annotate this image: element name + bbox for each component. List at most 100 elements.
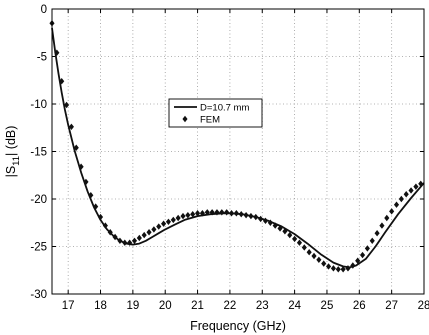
y-tick-label: 0 (41, 4, 47, 16)
legend-box (168, 98, 263, 128)
fem-point (136, 234, 142, 242)
fem-point (204, 209, 210, 216)
fem-point (59, 78, 65, 85)
fem-point (272, 222, 278, 229)
legend-label-simulation: D=10.7 mm (200, 103, 249, 114)
fem-point (209, 209, 215, 216)
fem-point (63, 101, 70, 109)
fem-point (88, 192, 94, 199)
fem-point (228, 210, 235, 217)
x-tick-label: 26 (353, 300, 366, 312)
fem-point (403, 191, 409, 198)
y-tick-labels: 0 -5 -10 -15 -20 -25 -30 (30, 4, 47, 301)
fem-point (141, 231, 147, 239)
fem-point (190, 211, 196, 218)
fem-point (398, 195, 404, 203)
fem-point (151, 226, 157, 233)
fem-point (131, 237, 138, 244)
x-tick-label: 25 (321, 300, 334, 312)
y-tick-label: -20 (30, 194, 47, 206)
fem-point (195, 210, 201, 217)
y-axis-label-tail: | (dB) (4, 126, 18, 156)
fem-point (350, 262, 356, 269)
fem-point (277, 225, 283, 232)
x-tick-label: 20 (159, 300, 172, 312)
fem-point (112, 233, 118, 241)
fem-point (262, 217, 269, 225)
fem-point (170, 216, 176, 224)
fem-point (214, 209, 220, 216)
plot-frame (51, 8, 425, 295)
legend-label-fem: FEM (200, 115, 220, 126)
series-simulation (51, 27, 425, 269)
fem-point (364, 245, 370, 252)
x-tick-label: 28 (418, 300, 429, 312)
simulation-curve (51, 27, 425, 269)
fem-point (355, 257, 361, 264)
fem-point (393, 201, 400, 208)
fem-point (267, 219, 273, 226)
x-tick-label: 21 (191, 300, 204, 312)
fem-point (369, 237, 375, 244)
x-tick-labels: 17 18 19 20 21 22 23 24 25 26 27 28 (62, 300, 429, 312)
fem-point (199, 210, 205, 217)
fem-point (180, 212, 186, 220)
x-tick-label: 27 (385, 300, 398, 312)
fem-point (321, 260, 327, 267)
fem-point (146, 229, 152, 236)
legend: D=10.7 mm FEM (168, 98, 263, 128)
fem-point (335, 266, 341, 273)
fem-point (345, 265, 351, 272)
fem-point (408, 187, 414, 194)
fem-point (413, 183, 419, 190)
fem-point (418, 180, 424, 187)
x-axis-label: Frequency (GHz) (190, 319, 286, 333)
fem-point (161, 220, 167, 227)
fem-point (233, 210, 239, 217)
fem-point (68, 123, 74, 130)
fem-point (54, 49, 60, 56)
series-fem (49, 20, 424, 273)
fem-point (287, 231, 293, 239)
y-tick-label: -15 (30, 147, 47, 159)
fem-point (73, 144, 79, 151)
fem-point (117, 237, 123, 244)
x-tick-label: 18 (94, 300, 107, 312)
fem-point (238, 211, 244, 218)
x-tick-label: 22 (224, 300, 237, 312)
fem-point (93, 203, 99, 210)
fem-point (301, 244, 307, 251)
fem-point (243, 211, 249, 219)
y-tick-label: -10 (30, 99, 47, 111)
x-tick-label: 23 (256, 300, 269, 312)
x-tick-label: 24 (288, 300, 301, 312)
series-layer (49, 20, 425, 273)
fem-point (219, 209, 225, 216)
fem-point (330, 265, 336, 272)
x-tick-label: 19 (126, 300, 139, 312)
y-tick-label: -5 (37, 52, 47, 64)
fem-point (253, 213, 259, 221)
fem-point (78, 163, 84, 170)
fem-point (165, 218, 172, 225)
fem-point (389, 208, 395, 215)
y-axis-label: |S11| (dB) (4, 126, 22, 178)
fem-point (102, 222, 108, 229)
fem-point (97, 213, 104, 221)
y-tick-label: -30 (30, 289, 47, 301)
fem-point (185, 211, 191, 219)
fem-point (311, 252, 317, 260)
fem-point (224, 209, 230, 216)
fem-point (156, 223, 162, 230)
fem-point (258, 215, 264, 223)
fem-point (316, 256, 322, 263)
fem-point (83, 178, 89, 186)
fem-point (306, 249, 312, 256)
fem-point (296, 239, 303, 246)
fem-point (374, 230, 380, 237)
fem-point (326, 263, 332, 270)
fem-point (282, 228, 288, 235)
fem-point (384, 214, 390, 222)
x-tick-label: 17 (62, 300, 75, 312)
